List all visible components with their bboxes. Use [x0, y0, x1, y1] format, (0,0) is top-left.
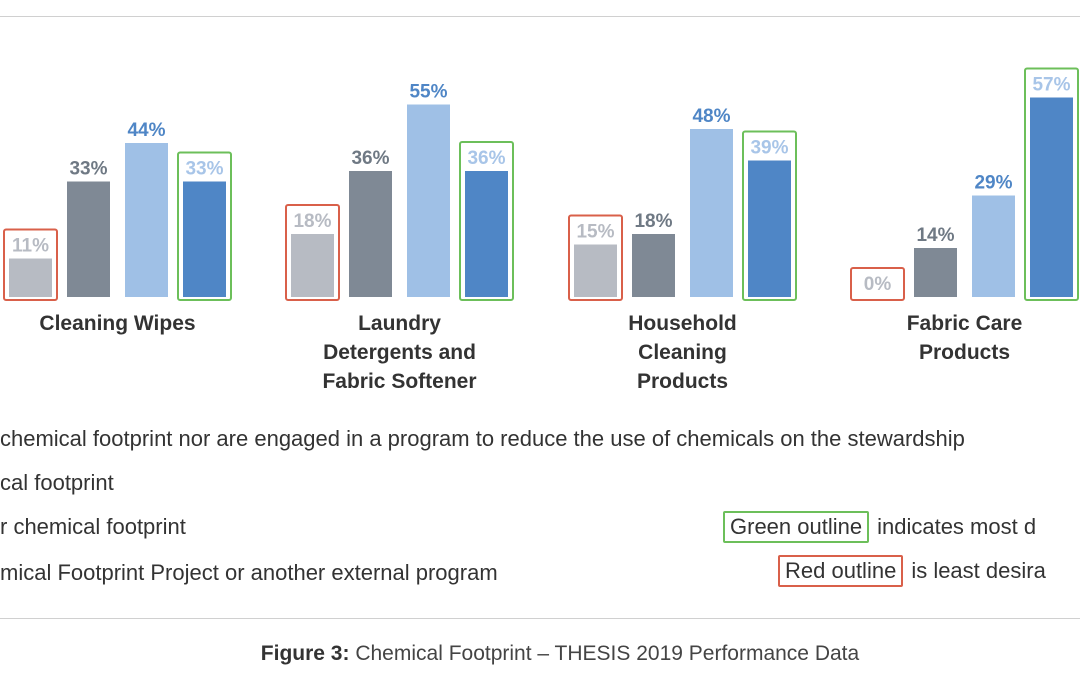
data-label-2-2: 48% [692, 106, 730, 127]
top-divider [0, 16, 1080, 17]
data-label-1-2: 55% [409, 82, 447, 103]
bar-1-2 [407, 104, 450, 297]
red-outline-note: Red outline is least desira [778, 555, 1046, 587]
data-label-2-3: 39% [750, 138, 788, 159]
green-outline-swatch: Green outline [723, 511, 870, 543]
bar-0-1 [67, 181, 110, 297]
bar-0-3 [183, 181, 226, 297]
bar-2-2 [690, 129, 733, 297]
category-label-1-1: Detergents and [323, 341, 476, 364]
data-label-3-1: 14% [916, 225, 954, 246]
bar-1-3 [465, 171, 508, 297]
bar-2-0 [574, 244, 617, 297]
category-label-1-0: Laundry [358, 312, 441, 335]
outline-red-3 [850, 267, 905, 301]
figure-caption-text: Chemical Footprint – THESIS 2019 Perform… [355, 642, 860, 665]
outline-red-2 [568, 214, 623, 301]
category-label-3-0: Fabric Care [907, 312, 1023, 335]
outline-green-0 [177, 151, 232, 301]
category-label-2-2: Products [637, 370, 728, 393]
green-outline-note: Green outline indicates most d [723, 511, 1036, 543]
outline-red-1 [285, 204, 340, 301]
data-label-2-0: 15% [576, 222, 614, 243]
bar-2-3 [748, 160, 791, 297]
data-label-3-0: 0% [864, 274, 892, 295]
data-label-1-3: 36% [467, 148, 505, 169]
bar-1-0 [291, 234, 334, 297]
bar-3-2 [972, 195, 1015, 297]
data-label-0-3: 33% [185, 159, 223, 180]
outline-red-0 [3, 228, 58, 301]
data-label-1-0: 18% [293, 211, 331, 232]
data-label-3-3: 57% [1032, 75, 1070, 96]
category-label-2-1: Cleaning [638, 341, 727, 364]
bar-3-1 [914, 248, 957, 297]
data-label-3-2: 29% [974, 173, 1012, 194]
data-label-1-1: 36% [351, 148, 389, 169]
bar-0-2 [125, 143, 168, 297]
data-label-0-1: 33% [69, 159, 107, 180]
bar-3-3 [1030, 97, 1073, 297]
green-outline-text: indicates most d [877, 514, 1037, 539]
outline-green-3 [1024, 67, 1079, 301]
figure-caption: Figure 3: Chemical Footprint – THESIS 20… [0, 642, 1080, 666]
bar-2-1 [632, 234, 675, 297]
legend-line-1: chemical footprint nor are engaged in a … [0, 426, 965, 451]
red-outline-text: is least desira [911, 558, 1046, 583]
figure-caption-label: Figure 3: [260, 642, 350, 665]
data-label-2-1: 18% [634, 211, 672, 232]
category-label-3-1: Products [919, 341, 1010, 364]
legend-line-2: cal footprint [0, 470, 114, 495]
category-label-0-0: Cleaning Wipes [39, 312, 195, 335]
legend-line-3: r chemical footprint [0, 514, 186, 539]
data-label-0-2: 44% [127, 120, 165, 141]
bottom-divider [0, 618, 1080, 619]
bar-1-1 [349, 171, 392, 297]
outline-green-1 [459, 141, 514, 301]
bar-chart: 11% 33% 44% 33% Cleaning Wipes 18% 36% 55% 36% La… [3, 67, 1079, 393]
bar-0-0 [9, 258, 52, 297]
legend-line-4: mical Footprint Project or another exter… [0, 560, 498, 585]
data-label-0-0: 11% [12, 236, 49, 257]
red-outline-swatch: Red outline [778, 555, 904, 587]
category-label-2-0: Household [628, 312, 737, 335]
outline-green-2 [742, 130, 797, 301]
category-label-1-2: Fabric Softener [322, 370, 476, 393]
